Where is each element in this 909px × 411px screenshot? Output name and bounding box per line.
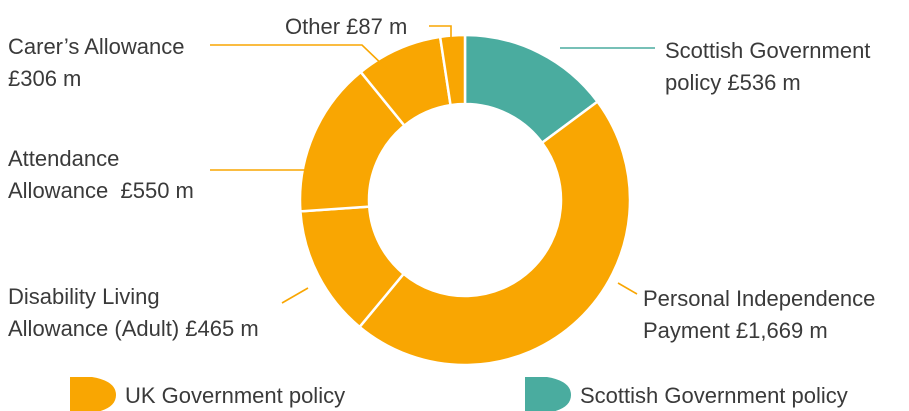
donut-slice xyxy=(358,100,632,367)
slice-labels: Scottish Government policy £536 m Personal… xyxy=(8,14,875,343)
legend-label: Scottish Government policy xyxy=(580,383,848,408)
slice-label: Other £87 m xyxy=(285,14,407,39)
slice-label: Disability Living Allowance (Adult) £465 … xyxy=(8,284,259,341)
slice-label: Personal Independence Payment £1,669 m xyxy=(643,286,875,343)
legend-label: UK Government policy xyxy=(125,383,345,408)
leader-line xyxy=(617,282,638,295)
leader-line xyxy=(429,25,452,52)
legend: UK Government policy Scottish Government … xyxy=(70,377,848,411)
slice-label: Carer’s Allowance £306 m xyxy=(8,34,185,91)
legend-swatch xyxy=(525,377,571,411)
leader-lines xyxy=(210,25,655,304)
slice-label: Scottish Government policy £536 m xyxy=(665,38,870,95)
donut-slice xyxy=(438,33,467,107)
leader-line xyxy=(281,287,309,304)
slice-label: Attendance Allowance £550 m xyxy=(8,146,194,203)
leader-line xyxy=(210,44,389,71)
donut-slices xyxy=(298,33,632,367)
legend-swatch xyxy=(70,377,116,411)
